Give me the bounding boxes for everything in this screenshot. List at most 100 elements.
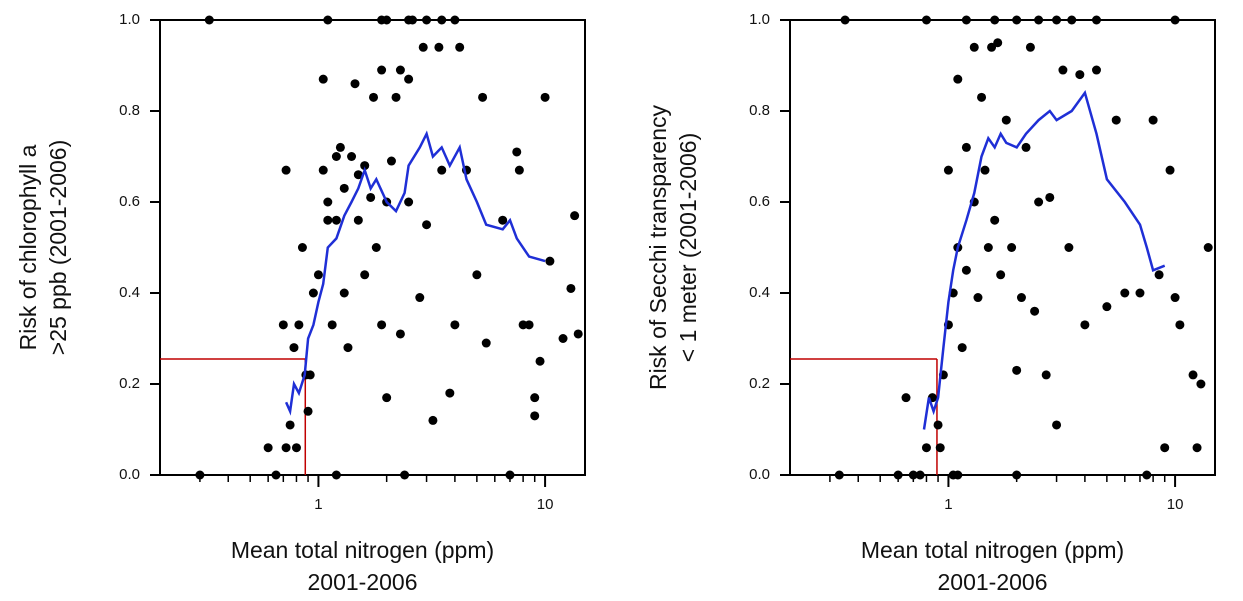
y-tick-label: 0.8 bbox=[749, 102, 770, 119]
data-point bbox=[450, 15, 460, 25]
data-point bbox=[996, 270, 1006, 280]
data-point bbox=[400, 470, 410, 480]
data-point bbox=[540, 92, 550, 102]
data-point bbox=[1080, 320, 1090, 330]
data-point bbox=[1052, 15, 1062, 25]
data-point bbox=[404, 74, 414, 84]
data-point bbox=[1170, 293, 1180, 303]
data-point bbox=[1203, 243, 1213, 252]
data-point bbox=[415, 293, 425, 303]
y-tick-label: 1.0 bbox=[119, 11, 140, 28]
data-point bbox=[570, 211, 580, 221]
data-point bbox=[1058, 65, 1068, 75]
data-point bbox=[1170, 15, 1180, 25]
data-point bbox=[404, 15, 414, 25]
data-point bbox=[281, 443, 291, 453]
data-point bbox=[382, 393, 392, 403]
data-point bbox=[323, 15, 333, 25]
data-point bbox=[1091, 15, 1101, 25]
data-point bbox=[573, 329, 583, 339]
data-point bbox=[318, 74, 328, 84]
data-point bbox=[371, 243, 381, 252]
data-point bbox=[437, 165, 447, 175]
data-point bbox=[285, 420, 295, 430]
data-point bbox=[418, 42, 428, 52]
data-point bbox=[1021, 142, 1031, 152]
y-axis-label: Risk of Secchi transparency bbox=[645, 104, 671, 390]
data-point bbox=[1001, 115, 1011, 125]
data-point bbox=[369, 92, 379, 102]
data-point bbox=[289, 343, 299, 353]
data-point bbox=[339, 288, 349, 298]
data-point bbox=[281, 165, 291, 175]
data-point bbox=[1111, 115, 1121, 125]
data-point bbox=[313, 270, 323, 280]
data-point bbox=[1012, 15, 1022, 25]
data-point bbox=[303, 406, 313, 416]
data-point bbox=[977, 92, 987, 102]
y-tick-label: 0.4 bbox=[119, 284, 140, 301]
data-point bbox=[973, 293, 983, 303]
data-point bbox=[305, 370, 315, 380]
data-point bbox=[987, 42, 997, 52]
data-point bbox=[353, 215, 363, 225]
data-point bbox=[893, 470, 903, 480]
data-point bbox=[472, 270, 482, 280]
data-point bbox=[1075, 70, 1085, 80]
y-tick-label: 0.2 bbox=[749, 375, 770, 392]
data-point bbox=[961, 142, 971, 152]
data-point bbox=[422, 220, 432, 230]
data-point bbox=[395, 65, 405, 75]
data-point bbox=[980, 165, 990, 175]
x-tick-label: 1 bbox=[314, 496, 322, 513]
data-point bbox=[498, 215, 508, 225]
data-point bbox=[933, 420, 943, 430]
x-axis-label: Mean total nitrogen (ppm) bbox=[861, 537, 1124, 563]
data-point bbox=[478, 92, 488, 102]
data-point bbox=[195, 470, 205, 480]
data-point bbox=[953, 470, 963, 480]
data-point bbox=[422, 15, 432, 25]
data-point bbox=[961, 15, 971, 25]
data-point bbox=[377, 65, 387, 75]
data-point bbox=[1067, 15, 1077, 25]
data-point bbox=[278, 320, 288, 330]
data-point bbox=[327, 320, 337, 330]
data-point bbox=[524, 320, 534, 330]
data-point bbox=[263, 443, 273, 453]
trend-line bbox=[922, 89, 1166, 430]
data-point bbox=[1030, 306, 1040, 316]
data-point bbox=[308, 288, 318, 298]
data-point bbox=[271, 470, 281, 480]
data-point bbox=[1154, 270, 1164, 280]
data-point bbox=[377, 320, 387, 330]
data-point bbox=[1025, 42, 1035, 52]
x-tick-label: 1 bbox=[944, 496, 952, 513]
data-point bbox=[514, 165, 524, 175]
data-point bbox=[512, 147, 522, 157]
data-point bbox=[505, 470, 515, 480]
data-point bbox=[360, 161, 370, 171]
panel: 0.0 0.2 0.4 0.6 0.8 1.0 1 10 Mean total nitrogen… bbox=[15, 11, 586, 595]
y-tick-label: 1.0 bbox=[749, 11, 770, 28]
data-point bbox=[1142, 470, 1152, 480]
data-point bbox=[450, 320, 460, 330]
data-point bbox=[386, 156, 396, 166]
y-tick-label: 0.6 bbox=[119, 193, 140, 210]
data-point bbox=[1091, 65, 1101, 75]
data-point bbox=[353, 170, 363, 180]
panel: 0.0 0.2 0.4 0.6 0.8 1.0 1 10 Mean total nitrogen… bbox=[645, 11, 1216, 595]
data-point bbox=[953, 74, 963, 84]
data-point bbox=[1192, 443, 1202, 453]
y-tick-label: 0.8 bbox=[119, 102, 140, 119]
data-point bbox=[969, 42, 979, 52]
data-point bbox=[921, 15, 931, 25]
data-point bbox=[291, 443, 301, 453]
y-tick-label: 0.6 bbox=[749, 193, 770, 210]
x-axis-label: Mean total nitrogen (ppm) bbox=[231, 537, 494, 563]
data-point bbox=[1064, 243, 1074, 252]
data-point bbox=[339, 183, 349, 193]
data-point bbox=[382, 15, 392, 25]
data-point bbox=[545, 256, 555, 266]
